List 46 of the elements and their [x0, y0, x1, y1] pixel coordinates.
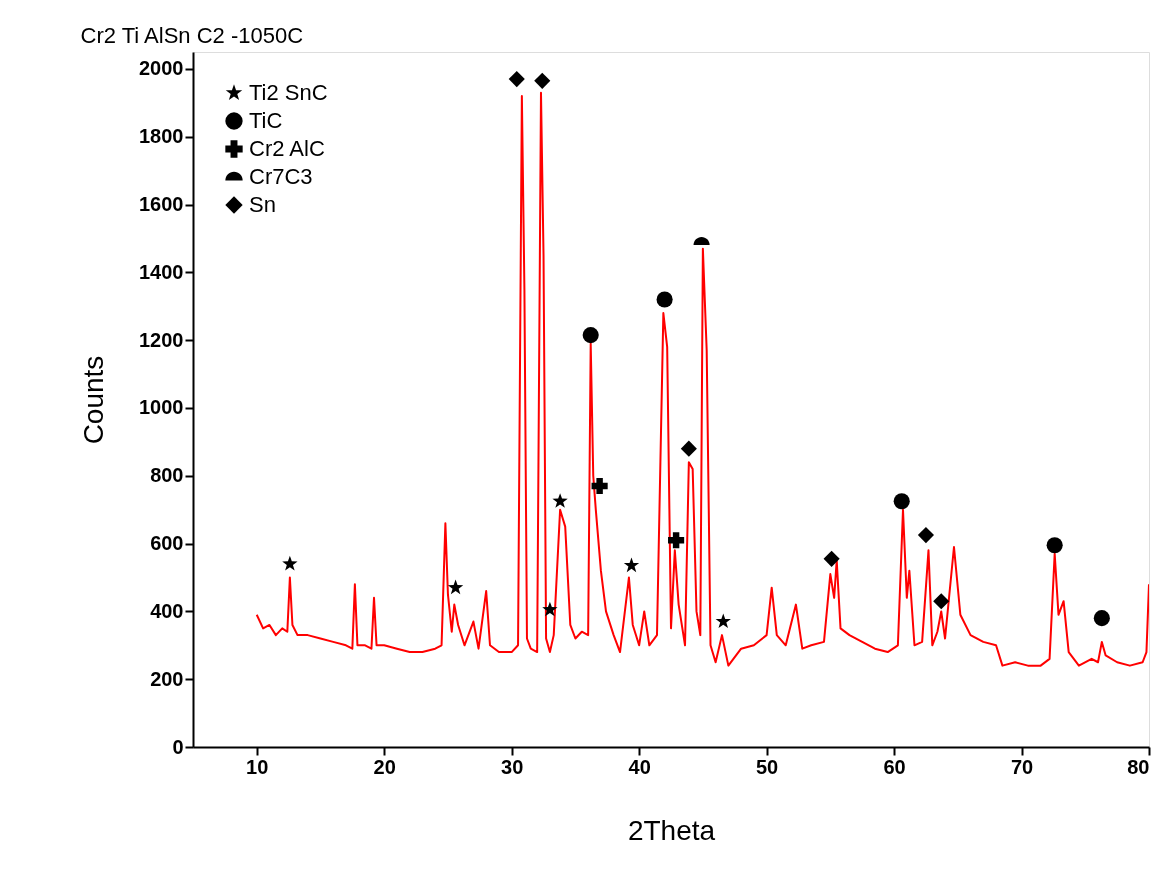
point	[933, 593, 950, 610]
point	[917, 527, 934, 544]
point	[1093, 610, 1110, 627]
y-tick-label: 0	[172, 735, 184, 758]
y-tick-label: 200	[150, 667, 184, 690]
x-tick-label: 20	[373, 755, 396, 778]
legend-label: Cr7C3	[249, 164, 313, 189]
legend-label: TiC	[249, 108, 283, 133]
point	[552, 493, 568, 508]
point	[623, 557, 640, 573]
point	[715, 613, 731, 629]
chart-title: Cr2 Ti AlSn C2 -1050C	[80, 23, 304, 48]
y-tick-label: 1800	[139, 125, 184, 148]
y-tick-label: 400	[150, 599, 184, 622]
point	[668, 532, 685, 549]
x-tick-label: 10	[246, 755, 269, 778]
point	[534, 72, 551, 89]
legend-label: Ti2 SnC	[249, 80, 328, 105]
y-tick-label: 2000	[139, 57, 184, 80]
y-tick-label: 1400	[139, 260, 184, 283]
point	[591, 477, 608, 495]
y-axis-title: Counts	[78, 355, 110, 445]
y-tick-label: 800	[150, 464, 184, 487]
y-tick-label: 1600	[139, 193, 184, 216]
y-tick-label: 1200	[139, 328, 184, 351]
legend-label: Cr2 AlC	[249, 136, 325, 161]
point	[542, 601, 558, 617]
point	[282, 555, 298, 571]
x-axis-title: 2Theta	[627, 814, 716, 846]
x-tick-label: 50	[755, 755, 779, 778]
point	[582, 327, 599, 344]
y-tick-label: 600	[150, 532, 184, 555]
x-tick-label: 40	[628, 755, 651, 778]
x-tick-label: 80	[1127, 755, 1150, 778]
legend-label: Sn	[249, 192, 276, 217]
point	[1046, 537, 1063, 554]
y-tick-label: 1000	[139, 396, 184, 419]
x-tick-label: 70	[1010, 755, 1034, 778]
point	[656, 291, 673, 308]
x-tick-label: 30	[501, 755, 524, 778]
point	[893, 493, 910, 510]
point	[508, 71, 525, 88]
point	[447, 579, 464, 595]
point	[680, 440, 697, 457]
x-tick-label: 60	[883, 755, 906, 778]
point	[823, 550, 840, 567]
